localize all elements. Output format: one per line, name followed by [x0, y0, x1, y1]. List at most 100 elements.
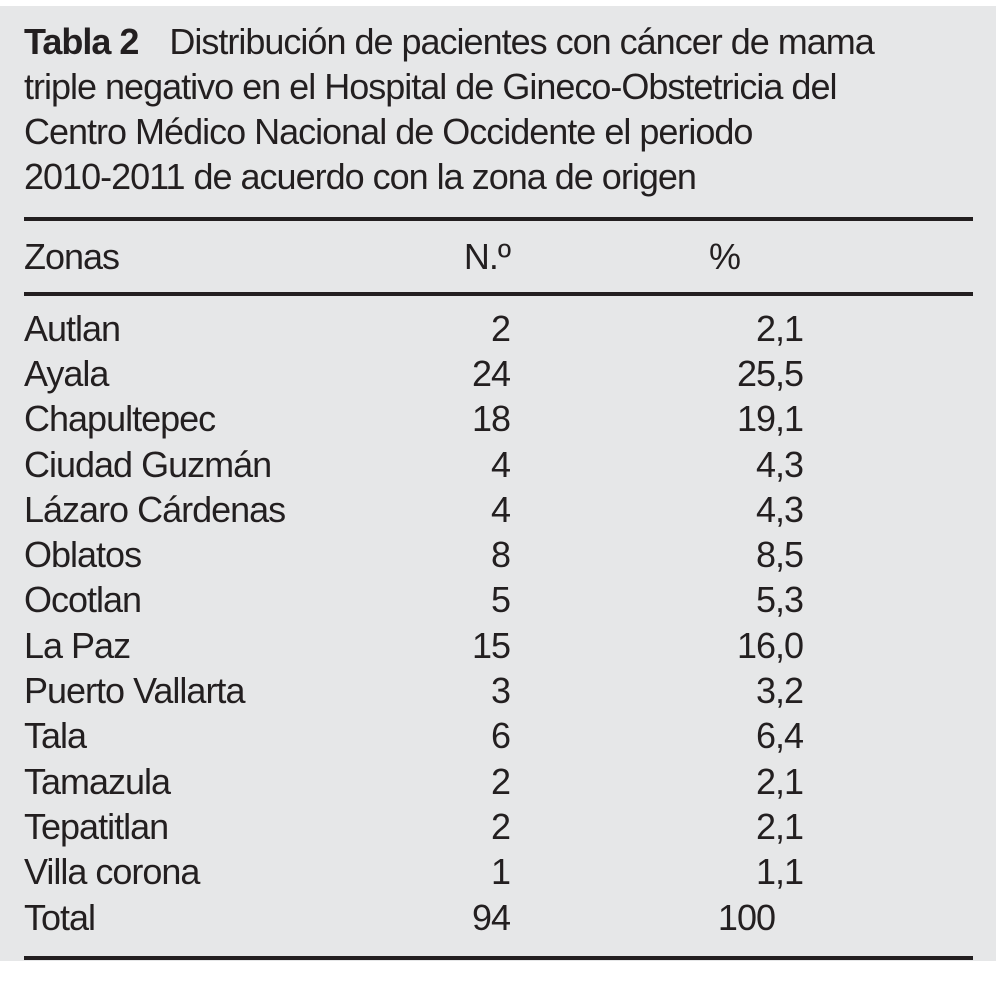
cell-zona: Puerto Vallarta	[24, 670, 245, 712]
cell-n: 2	[490, 307, 511, 349]
cell-n: 6	[490, 715, 511, 757]
table-row: Ciudad Guzmán 4 4,3	[24, 442, 973, 487]
pct-decimal: ,1	[775, 805, 804, 847]
pct-decimal: ,1	[775, 398, 804, 440]
table-row: Tamazula 2 2,1	[24, 759, 973, 804]
pct-integer: 2	[755, 307, 776, 349]
pct-integer: 4	[755, 443, 776, 485]
cell-zona: La Paz	[24, 624, 131, 666]
pct-integer: 2	[755, 760, 776, 802]
caption-line-2: triple negativo en el Hospital de Gineco…	[24, 66, 837, 107]
cell-pct: 4,3	[510, 443, 804, 486]
cell-pct: 3,2	[510, 670, 804, 712]
pct-decimal: ,2	[775, 670, 804, 712]
cell-zona: Lázaro Cárdenas	[24, 488, 286, 530]
cell-zona: Ayala	[24, 352, 109, 394]
pct-decimal: ,3	[775, 443, 804, 485]
table-number-label: Tabla 2	[24, 21, 139, 62]
cell-pct: 16,0	[510, 624, 804, 667]
cell-n: 5	[490, 579, 511, 621]
cell-n: 4	[490, 488, 511, 530]
caption-line-4: 2010-2011 de acuerdo con la zona de orig…	[24, 156, 697, 197]
cell-n: 4	[490, 443, 511, 485]
cell-pct: 100	[510, 897, 803, 939]
caption-line-3: Centro Médico Nacional de Occidente el p…	[24, 111, 753, 152]
table-bottom-rule	[24, 956, 973, 961]
table-row: Chapultepec 18 19,1	[24, 397, 973, 442]
column-header-pct: %	[708, 235, 741, 277]
cell-n: 2	[490, 805, 511, 847]
pct-integer: 4	[755, 488, 776, 530]
cell-pct: 8,5	[510, 534, 804, 576]
pct-integer: 25	[736, 352, 776, 394]
table-row: Autlan 2 2,1	[24, 306, 973, 351]
cell-n: 8	[490, 534, 511, 576]
pct-decimal: ,1	[775, 851, 804, 893]
pct-integer: 2	[755, 805, 776, 847]
pct-decimal: ,4	[775, 715, 804, 757]
caption-line-1: Tabla 2 Distribución de pacientes con cán…	[24, 19, 973, 64]
pct-decimal: ,1	[775, 760, 804, 802]
pct-decimal: ,5	[775, 534, 804, 576]
column-header-zonas: Zonas	[24, 235, 120, 277]
pct-decimal: ,3	[775, 579, 804, 621]
table-row: Ocotlan 5 5,3	[24, 578, 973, 623]
cell-zona: Tala	[24, 715, 87, 757]
pct-integer: 5	[755, 579, 776, 621]
cell-zona: Chapultepec	[24, 398, 216, 440]
cell-n: 15	[471, 624, 511, 666]
cell-zona: Oblatos	[24, 534, 142, 576]
table-panel: Tabla 2 Distribución de pacientes con cán…	[0, 6, 996, 961]
cell-n: 18	[471, 398, 511, 440]
cell-zona: Villa corona	[24, 851, 200, 893]
table-top-rule	[24, 217, 973, 221]
pct-integer: 1	[755, 851, 776, 893]
table-row: Puerto Vallarta 3 3,2	[24, 668, 973, 713]
cell-pct: 5,3	[510, 579, 804, 621]
cell-pct: 6,4	[510, 715, 804, 757]
cell-n: 94	[471, 896, 511, 938]
column-header-n: N.º	[463, 235, 511, 277]
pct-integer: 100	[717, 896, 776, 938]
table-row: Oblatos 8 8,5	[24, 532, 973, 577]
cell-zona: Tamazula	[24, 760, 171, 802]
cell-pct: 2,1	[510, 760, 804, 803]
cell-zona: Ciudad Guzmán	[24, 443, 272, 485]
table-row: Ayala 24 25,5	[24, 351, 973, 396]
pct-integer: 16	[736, 624, 776, 666]
table-row: Lázaro Cárdenas 4 4,3	[24, 487, 973, 532]
pct-integer: 8	[755, 534, 776, 576]
cell-pct: 2,1	[510, 307, 804, 350]
cell-n: 1	[490, 851, 511, 893]
cell-zona: Autlan	[24, 307, 121, 349]
cell-n: 2	[490, 760, 511, 802]
cell-n: 3	[490, 670, 511, 712]
pct-decimal: ,1	[775, 307, 804, 349]
cell-pct: 1,1	[510, 851, 804, 893]
cell-zona: Total	[24, 896, 96, 938]
table-row: Tepatitlan 2 2,1	[24, 804, 973, 849]
table-row: La Paz 15 16,0	[24, 623, 973, 668]
table-row: Villa corona 1 1,1	[24, 850, 973, 895]
table-body: Autlan 2 2,1 Ayala 24 25,5 Chapultepec 18 19,1 Ci…	[0, 296, 996, 940]
pct-decimal: ,5	[775, 352, 804, 394]
table-row: Total 94 100	[24, 895, 973, 940]
cell-pct: 25,5	[510, 352, 804, 395]
cell-zona: Tepatitlan	[24, 805, 169, 847]
cell-n: 24	[471, 352, 511, 394]
table-header-row: Zonas N.º %	[24, 221, 973, 292]
pct-integer: 19	[736, 398, 776, 440]
pct-decimal: ,0	[775, 624, 804, 666]
pct-decimal: ,3	[775, 488, 804, 530]
table-row: Tala 6 6,4	[24, 714, 973, 759]
cell-zona: Ocotlan	[24, 579, 142, 621]
table-caption: Tabla 2 Distribución de pacientes con cán…	[24, 19, 973, 199]
table-mid-rule	[24, 292, 973, 296]
pct-integer: 3	[755, 670, 776, 712]
cell-pct: 2,1	[510, 805, 804, 848]
caption-text: Distribución de pacientes con cáncer de …	[169, 21, 874, 62]
cell-pct: 4,3	[510, 488, 804, 531]
pct-integer: 6	[755, 715, 776, 757]
cell-pct: 19,1	[510, 398, 804, 440]
